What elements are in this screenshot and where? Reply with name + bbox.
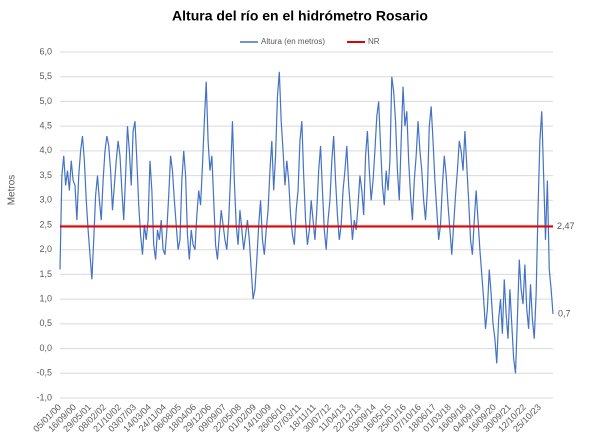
y-tick-label: -0,5: [36, 368, 52, 378]
y-tick-label: 1,5: [39, 269, 52, 279]
y-tick-label: 2,5: [39, 219, 52, 229]
end-label: 0,7: [558, 308, 571, 318]
data-line: [59, 71, 554, 374]
y-tick-label: 3,5: [39, 170, 52, 180]
y-tick-label: 5,5: [39, 71, 52, 81]
legend-label: Altura (en metros): [261, 37, 325, 46]
y-tick-label: 4,5: [39, 121, 52, 131]
y-tick-label: 4,0: [39, 145, 52, 155]
reference-label: 2,47: [557, 221, 575, 231]
legend-label: NR: [368, 37, 380, 46]
y-tick-label: 1,0: [39, 294, 52, 304]
y-tick-label: 0,0: [39, 343, 52, 353]
y-tick-label: 2,0: [39, 244, 52, 254]
y-axis-title: Metros: [7, 175, 18, 206]
y-tick-label: 3,0: [39, 195, 52, 205]
y-tick-label: 6,0: [39, 46, 52, 56]
y-tick-label: 0,5: [39, 318, 52, 328]
chart-title: Altura del río en el hidrómetro Rosario: [172, 8, 428, 24]
y-tick-label: 5,0: [39, 96, 52, 106]
y-tick-label: -1,0: [36, 392, 52, 402]
